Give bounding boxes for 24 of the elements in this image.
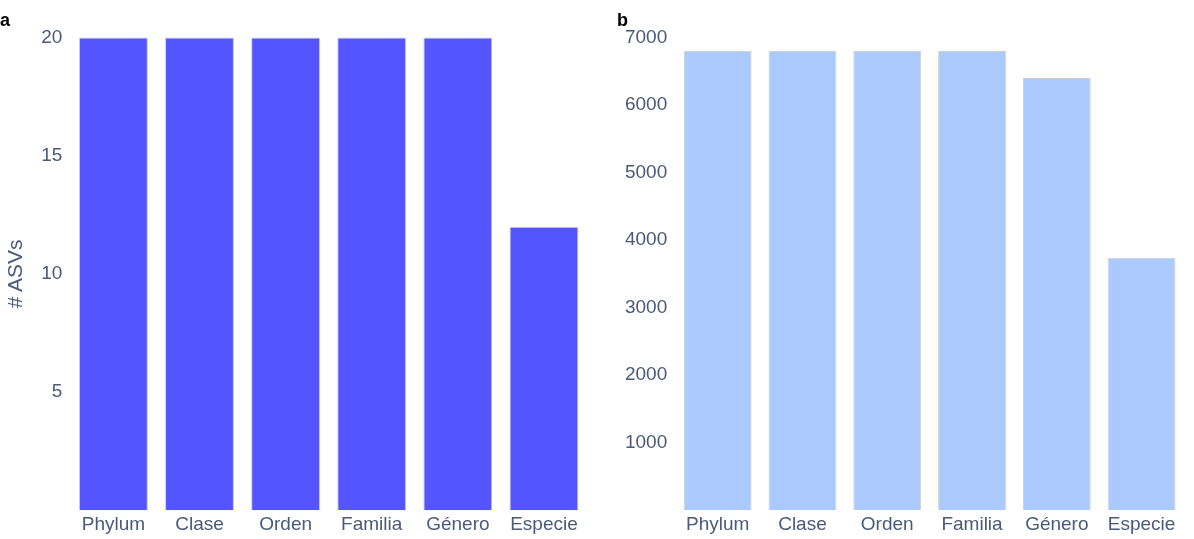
x-tick-label: Especie [510, 512, 578, 534]
x-tick-label: Phylum [81, 512, 146, 534]
y-tick-label: 3000 [624, 295, 668, 317]
x-tick-label: Especie [1107, 512, 1176, 534]
y-tick-label: 2000 [624, 363, 668, 385]
y-tick-label: 5 [51, 380, 63, 402]
x-tick-label: Género [426, 512, 490, 534]
x-tick-label: Orden [860, 512, 914, 534]
y-tick-label: 6000 [624, 93, 668, 115]
x-tick-label: Clase [175, 512, 224, 534]
y-tick-label: 15 [41, 143, 63, 165]
x-tick-label: Familia [941, 512, 1004, 534]
x-tick-label: Género [1025, 512, 1089, 534]
y-tick-label: 20 [41, 25, 63, 47]
y-tick-label: 1000 [624, 430, 668, 452]
x-tick-label: Clase [778, 512, 827, 534]
x-tick-label: Familia [341, 512, 403, 534]
y-axis-title: # ASVs [3, 239, 27, 309]
y-tick-label: 10 [41, 262, 63, 284]
x-tick-label: Orden [259, 512, 313, 534]
x-tick-label: Phylum [685, 512, 750, 534]
y-tick-label: 4000 [624, 228, 668, 250]
y-tick-label: 5000 [624, 160, 668, 182]
chart-title: a [0, 9, 11, 30]
